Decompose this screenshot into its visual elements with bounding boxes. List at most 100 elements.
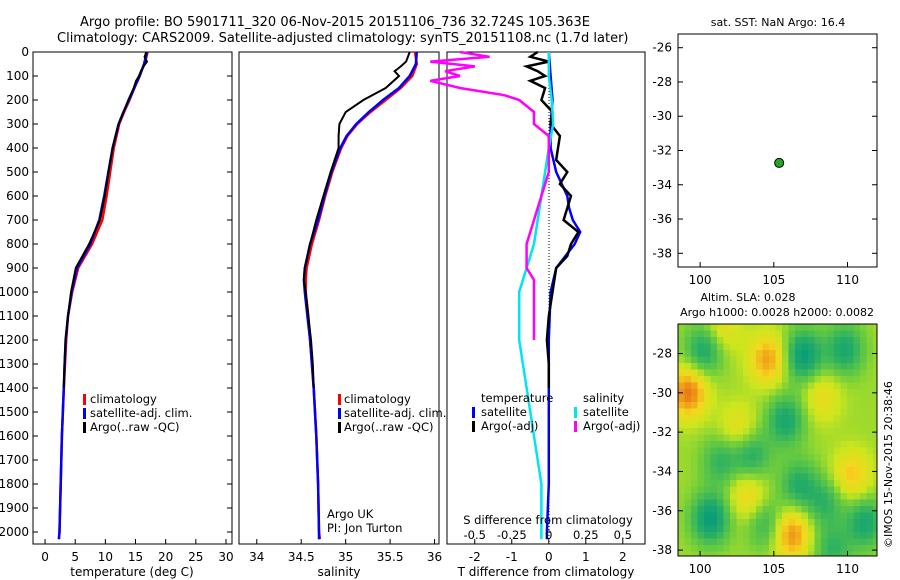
sla-cell — [847, 369, 855, 377]
sla-cell — [678, 395, 686, 403]
sla-cell — [730, 551, 738, 556]
sla-cell — [853, 473, 861, 481]
sla-cell — [723, 512, 731, 520]
sla-cell — [710, 538, 718, 546]
sla-cell — [801, 499, 809, 507]
sla-cell — [697, 343, 705, 351]
sla-cell — [860, 551, 868, 556]
series-line-salinity-argo-adj — [430, 50, 551, 340]
sla-cell — [717, 363, 725, 371]
sla-cell — [814, 389, 822, 397]
sla-cell — [788, 480, 796, 488]
sla-cell — [788, 519, 796, 527]
sla-cell — [801, 512, 809, 520]
sla-cell — [808, 428, 816, 436]
sla-cell — [782, 545, 790, 553]
sla-cell — [736, 389, 744, 397]
sla-cell — [769, 480, 777, 488]
sla-cell — [808, 402, 816, 410]
sla-cell — [762, 428, 770, 436]
sla-cell — [801, 415, 809, 423]
sla-cell — [782, 441, 790, 449]
sla-cell — [860, 506, 868, 514]
sla-cell — [743, 324, 751, 332]
sla-cell — [814, 421, 822, 429]
sla-cell — [873, 330, 877, 338]
sla-cell — [821, 493, 829, 501]
sla-cell — [788, 415, 796, 423]
sla-cell — [840, 369, 848, 377]
sla-cell — [782, 525, 790, 533]
sla-cell — [684, 382, 692, 390]
sla-cell — [847, 454, 855, 462]
float-location-markers — [774, 157, 785, 168]
sla-cell — [860, 473, 868, 481]
sla-cell — [717, 395, 725, 403]
sla-cell — [710, 356, 718, 364]
sla-cell — [730, 408, 738, 416]
sla-cell — [775, 408, 783, 416]
sla-cell — [710, 382, 718, 390]
sla-cell — [684, 447, 692, 455]
sla-cell — [736, 363, 744, 371]
sla-cell — [860, 480, 868, 488]
sla-cell — [860, 519, 868, 527]
lat-tick-label: -26 — [652, 41, 672, 55]
sla-cell — [782, 415, 790, 423]
sla-cell — [814, 330, 822, 338]
sla-cell — [788, 493, 796, 501]
sla-cell — [749, 467, 757, 475]
sla-cell — [853, 324, 861, 332]
sla-cell — [782, 428, 790, 436]
sla-cell — [697, 402, 705, 410]
sla-cell — [821, 538, 829, 546]
sla-cell — [840, 337, 848, 345]
sla-cell — [743, 551, 751, 556]
sla-cell — [834, 395, 842, 403]
sla-cell — [782, 402, 790, 410]
sla-cell — [697, 454, 705, 462]
sla-cell — [775, 434, 783, 442]
sla-cell — [736, 402, 744, 410]
sla-cell — [736, 486, 744, 494]
sla-cell — [717, 402, 725, 410]
salinity-difference-legend: salinity satellite Argo(-adj) — [574, 391, 640, 433]
sla-cell — [762, 343, 770, 351]
sla-cell — [691, 473, 699, 481]
sla-cell — [795, 454, 803, 462]
sla-cell — [775, 460, 783, 468]
sla-cell — [853, 460, 861, 468]
sla-cell — [834, 441, 842, 449]
sla-cell — [749, 382, 757, 390]
sla-cell — [678, 324, 686, 332]
sla-cell — [782, 343, 790, 351]
sla-cell — [723, 499, 731, 507]
sla-cell — [730, 538, 738, 546]
sla-cell — [853, 363, 861, 371]
sla-cell — [704, 506, 712, 514]
sla-cell — [795, 369, 803, 377]
sla-cell — [684, 421, 692, 429]
sla-cell — [801, 408, 809, 416]
sla-cell — [723, 428, 731, 436]
sla-cell — [736, 337, 744, 345]
sla-cell — [691, 395, 699, 403]
sla-cell — [853, 532, 861, 540]
sla-cell — [834, 434, 842, 442]
sla-cell — [736, 350, 744, 358]
sla-cell — [691, 389, 699, 397]
sla-cell — [730, 343, 738, 351]
sla-cell — [853, 486, 861, 494]
sla-cell — [704, 538, 712, 546]
sla-cell — [730, 415, 738, 423]
sla-cell — [860, 493, 868, 501]
sla-cell — [866, 356, 874, 364]
sla-cell — [691, 369, 699, 377]
sla-cell — [691, 480, 699, 488]
sla-cell — [775, 324, 783, 332]
sla-cell — [808, 324, 816, 332]
sla-cell — [684, 337, 692, 345]
sla-cell — [691, 363, 699, 371]
sla-cell — [801, 350, 809, 358]
sla-cell — [853, 350, 861, 358]
